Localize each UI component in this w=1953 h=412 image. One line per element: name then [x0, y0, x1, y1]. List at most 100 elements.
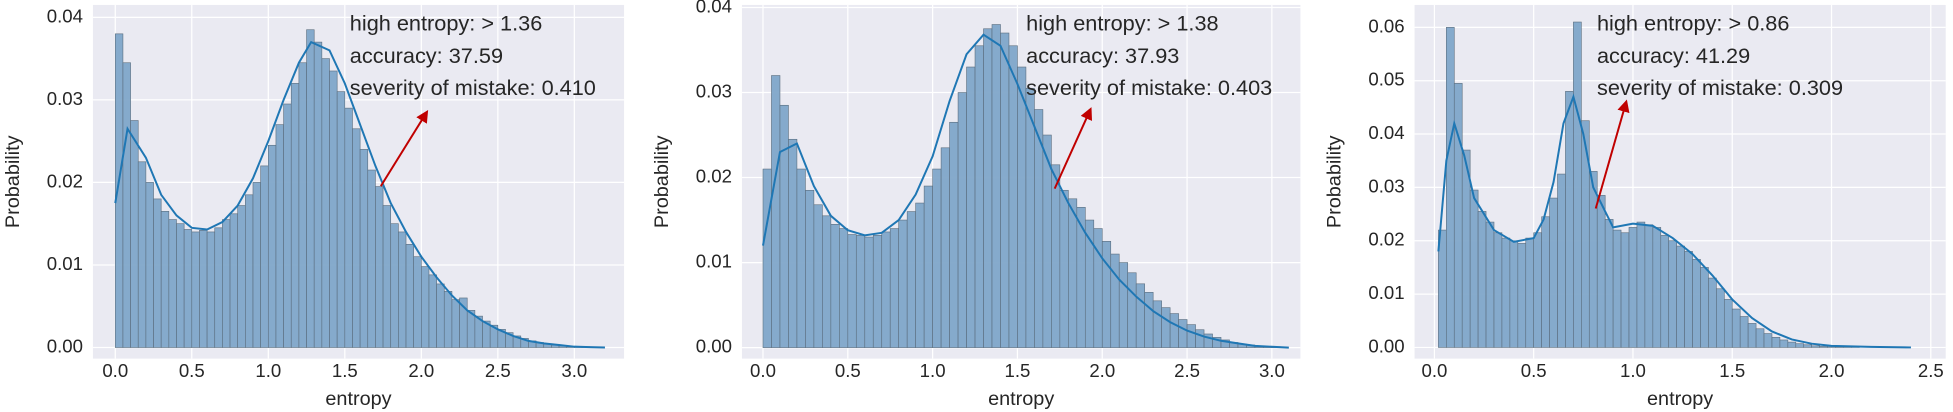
- bar: [813, 204, 823, 348]
- bar: [1169, 313, 1179, 348]
- bar: [168, 219, 177, 348]
- bar: [1493, 232, 1503, 348]
- bar: [1533, 232, 1542, 348]
- bar: [1549, 197, 1558, 348]
- bar: [1652, 227, 1662, 348]
- bar: [940, 147, 950, 348]
- bar: [1676, 245, 1685, 348]
- bar: [1604, 219, 1614, 348]
- bar: [923, 185, 933, 348]
- bar: [1101, 241, 1112, 348]
- bar: [1161, 307, 1171, 348]
- x-axis-label: entropy: [1647, 388, 1713, 410]
- y-tick-label: 0.02: [1368, 229, 1404, 250]
- kde-line: [1437, 93, 1911, 349]
- y-axis-label: Probability: [651, 135, 673, 228]
- bar: [1588, 171, 1598, 348]
- bar: [796, 168, 806, 348]
- kde-line: [114, 40, 605, 349]
- bar: [1068, 198, 1078, 348]
- y-tick-label: 0.01: [47, 253, 83, 274]
- bar: [130, 120, 139, 348]
- bar: [1795, 343, 1805, 348]
- bar: [344, 107, 353, 348]
- bar: [1469, 189, 1479, 348]
- y-tick-label: 0.04: [1368, 122, 1404, 143]
- y-tick-label: 0.02: [47, 170, 83, 191]
- bar: [137, 161, 147, 348]
- bar: [915, 202, 925, 348]
- bar: [1509, 240, 1519, 348]
- bar: [1692, 259, 1701, 348]
- bar: [1477, 211, 1487, 348]
- x-axis-label: entropy: [325, 388, 391, 410]
- y-tick-label: 0.03: [47, 88, 83, 109]
- x-tick-label: 1.0: [920, 360, 946, 381]
- bar: [1517, 243, 1527, 348]
- bar: [1779, 339, 1789, 348]
- y-tick-label: 0.00: [1368, 335, 1404, 356]
- bar: [145, 182, 154, 348]
- x-tick-label: 0.0: [102, 360, 128, 381]
- arrow: [1594, 99, 1630, 209]
- x-tick-label: 2.0: [1819, 360, 1845, 381]
- bar: [1059, 189, 1069, 348]
- bar: [1708, 277, 1717, 348]
- bar: [889, 228, 900, 348]
- annotation: accuracy: 41.29: [1597, 43, 1750, 68]
- bar: [1644, 224, 1654, 348]
- bar: [245, 194, 254, 348]
- y-tick-label: 0.04: [47, 5, 83, 26]
- bar: [1565, 91, 1574, 348]
- arrow: [1053, 107, 1093, 190]
- bar: [839, 228, 849, 348]
- bar: [183, 229, 193, 348]
- bar: [214, 227, 223, 348]
- bar: [367, 169, 376, 348]
- bar: [974, 45, 984, 348]
- panel: 0.00 0.01 0.02 0.03 0.04 0.05 0.06 0.0 0.5 1.0 1.5…: [1323, 4, 1946, 410]
- y-axis-label: Probability: [1323, 135, 1345, 228]
- bar: [864, 236, 874, 348]
- y-tick-label: 0.00: [696, 336, 732, 357]
- bar: [1557, 173, 1566, 348]
- x-tick-label: 2.5: [1174, 360, 1200, 381]
- bar: [229, 213, 239, 348]
- x-tick-label: 1.0: [255, 360, 281, 381]
- bar: [1118, 262, 1129, 348]
- bar: [436, 283, 445, 348]
- bar: [822, 215, 832, 348]
- bar: [398, 231, 407, 348]
- bar: [413, 256, 422, 348]
- bar: [1195, 329, 1205, 348]
- bar: [160, 210, 170, 348]
- x-axis-label: entropy: [988, 388, 1054, 410]
- bar: [176, 223, 185, 348]
- bar: [359, 149, 369, 348]
- x-tick-label: 0.5: [1521, 360, 1547, 381]
- bar: [771, 75, 781, 348]
- bar: [1660, 235, 1670, 348]
- bar: [405, 244, 414, 348]
- y-tick-label: 0.01: [696, 250, 732, 271]
- y-axis-label: Probability: [2, 135, 24, 228]
- x-tick-label: 0.5: [835, 360, 861, 381]
- x-tick-label: 2.5: [485, 360, 511, 381]
- bar: [206, 231, 216, 348]
- bar: [1144, 292, 1154, 348]
- bar: [906, 211, 916, 348]
- bar: [1612, 229, 1622, 348]
- bar: [805, 189, 815, 348]
- x-tick-label: 2.0: [408, 360, 434, 381]
- bar: [1819, 346, 1828, 348]
- bar: [957, 92, 967, 348]
- bar: [1739, 316, 1749, 348]
- bar: [1684, 251, 1693, 348]
- y-tick-label: 0.01: [1368, 282, 1404, 303]
- bar: [451, 299, 460, 348]
- bar: [1152, 300, 1162, 348]
- bar: [991, 24, 1001, 348]
- x-tick-label: 3.0: [1259, 360, 1285, 381]
